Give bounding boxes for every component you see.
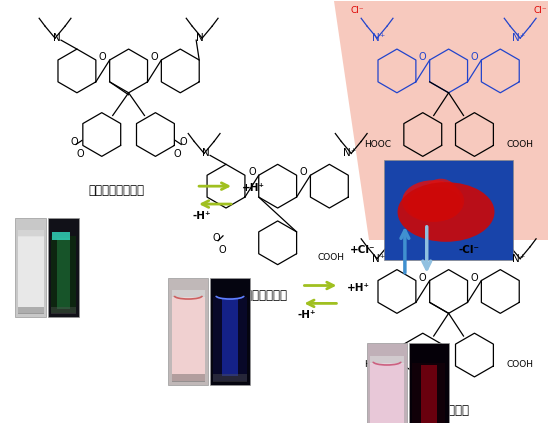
Text: O: O (471, 273, 478, 282)
Text: O: O (99, 52, 107, 62)
Bar (409, 343, 449, 424)
Text: O: O (70, 137, 78, 148)
Bar (51, 236, 76, 313)
Text: N⁺: N⁺ (372, 33, 386, 43)
Text: N: N (53, 33, 61, 43)
Text: Cl⁻: Cl⁻ (350, 6, 364, 15)
Polygon shape (334, 1, 548, 240)
Text: O: O (419, 52, 427, 62)
Text: O: O (300, 167, 307, 177)
Text: COOH: COOH (506, 140, 534, 149)
Text: O: O (218, 245, 226, 255)
Text: O: O (419, 273, 427, 282)
Text: O: O (471, 52, 478, 62)
Text: スピララクトン型: スピララクトン型 (89, 184, 145, 197)
Text: COOH: COOH (506, 360, 534, 369)
Text: モノカチオン型: モノカチオン型 (238, 289, 287, 302)
Bar (213, 297, 246, 381)
Bar (168, 278, 208, 385)
Bar (421, 365, 437, 424)
Text: N: N (38, 18, 45, 27)
Ellipse shape (408, 190, 454, 221)
Bar (52, 232, 70, 240)
Text: N: N (196, 33, 204, 43)
Text: O: O (173, 149, 181, 159)
Ellipse shape (408, 187, 462, 221)
Bar (51, 307, 76, 314)
Bar (172, 297, 205, 381)
Text: ABPX 塗酸塩: ABPX 塗酸塩 (416, 184, 481, 197)
Text: O: O (151, 52, 158, 62)
Text: -H⁺: -H⁺ (192, 211, 211, 221)
Bar (15, 218, 46, 317)
Text: COOH: COOH (317, 253, 344, 262)
Text: N⁺: N⁺ (512, 33, 525, 43)
Text: O: O (212, 233, 220, 243)
Bar (370, 363, 404, 424)
Bar (222, 299, 238, 376)
Text: N: N (202, 148, 210, 159)
Bar (18, 230, 43, 237)
Text: N⁺: N⁺ (372, 254, 386, 264)
Text: +H⁺: +H⁺ (242, 183, 265, 193)
Text: HOOC: HOOC (364, 140, 391, 149)
Text: HOOC: HOOC (364, 360, 391, 369)
Bar (210, 278, 250, 385)
Text: ジカチオン型: ジカチオン型 (427, 404, 470, 417)
Bar (57, 238, 70, 310)
Bar (384, 160, 513, 259)
Bar (370, 356, 404, 364)
Bar (48, 218, 79, 317)
Text: O: O (248, 167, 256, 177)
Ellipse shape (398, 182, 494, 242)
Text: -H⁺: -H⁺ (298, 310, 316, 320)
Text: +Cl⁻: +Cl⁻ (350, 245, 375, 255)
Text: O: O (179, 137, 187, 148)
Text: N⁺: N⁺ (512, 254, 525, 264)
Text: -Cl⁻: -Cl⁻ (459, 245, 480, 255)
Ellipse shape (421, 179, 460, 220)
Bar (18, 236, 43, 313)
Bar (412, 363, 446, 424)
Text: N⁺: N⁺ (343, 148, 356, 159)
Text: O: O (76, 149, 84, 159)
Text: +H⁺: +H⁺ (347, 282, 370, 293)
Bar (367, 343, 407, 424)
Text: Cl⁻: Cl⁻ (534, 6, 547, 15)
Ellipse shape (402, 180, 464, 222)
Bar (18, 307, 43, 314)
Bar (172, 374, 205, 382)
Bar (172, 290, 205, 298)
Bar (213, 374, 246, 382)
